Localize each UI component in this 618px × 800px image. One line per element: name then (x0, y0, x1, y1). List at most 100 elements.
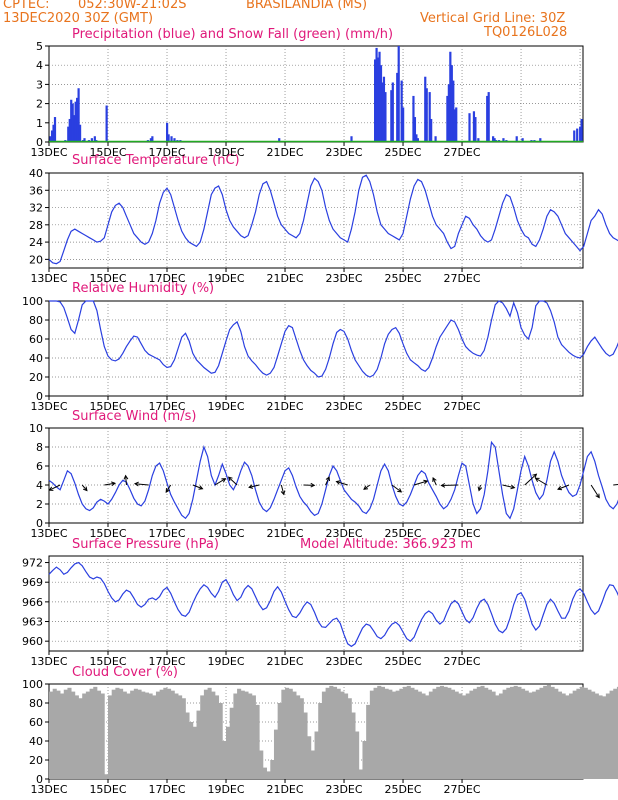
cloud-bar (369, 690, 374, 779)
cloud-bar (111, 689, 116, 779)
cloud-bar (616, 686, 618, 779)
temperature-ytick-label: 36 (29, 184, 43, 197)
precip-bar (151, 136, 154, 142)
cloud-bar (487, 689, 492, 779)
wind-arrow (502, 484, 515, 489)
precip-bar (376, 57, 380, 142)
precip-xtick-label: 17DEC (148, 146, 185, 159)
precip-bar (472, 111, 476, 142)
wind-arrow (413, 480, 428, 486)
wind-arrow-head (595, 493, 600, 499)
wind-arrow-head (198, 485, 204, 490)
wind-xtick-label: 25DEC (384, 527, 421, 540)
cloud-bar (580, 686, 585, 779)
pressure-xtick-label: 27DEC (443, 655, 480, 668)
precip-bar (382, 76, 386, 142)
precip-bar (449, 51, 452, 143)
pressure-ytick-label: 966 (22, 596, 43, 609)
precip-ytick-label: 4 (36, 59, 43, 72)
precip-bar (539, 138, 542, 142)
wind-arrow (613, 484, 618, 486)
cloud-bar (605, 693, 610, 779)
cloud-bar (458, 693, 463, 779)
cloud-bar (414, 689, 419, 779)
temperature-ytick-label: 24 (29, 236, 43, 249)
cloud-bar (454, 691, 459, 779)
wind-arrow (214, 478, 226, 486)
cloud-bar (480, 685, 485, 779)
cloud-bar (292, 691, 297, 779)
precip-xtick-label: 25DEC (384, 146, 421, 159)
header-run-code: TQ0126L028 (484, 25, 568, 40)
precip-bar (52, 124, 55, 142)
pressure-xtick-label: 19DEC (207, 655, 244, 668)
precip-bar (486, 95, 489, 142)
cloud-bar (406, 685, 411, 779)
precip-bar (428, 92, 431, 142)
precip-bar (425, 88, 428, 142)
cloud-bar (594, 693, 599, 779)
header-date: 13DEC2020 30Z (GMT) (3, 11, 154, 26)
precip-bar (70, 99, 73, 142)
humidity-ytick-label: 40 (29, 352, 43, 365)
cloud-bar (598, 695, 603, 779)
precip-bar (424, 76, 427, 142)
wind-arrow-head (534, 477, 540, 482)
cloud-bar (443, 686, 448, 779)
humidity-xtick-label: 23DEC (325, 400, 362, 413)
cloud-bar (347, 698, 352, 779)
cloud-xtick-label: 15DEC (89, 783, 126, 796)
cloud-bar (377, 685, 382, 779)
cloud-bar (340, 691, 345, 779)
wind-arrow (325, 476, 330, 486)
cloud-bar (185, 712, 190, 779)
cloud-bar (373, 687, 378, 779)
precip-bar (434, 136, 437, 142)
cloud-bar (85, 691, 90, 779)
temperature-xtick-label: 13DEC (30, 272, 67, 285)
cloud-ytick-label: 80 (29, 697, 43, 710)
cloud-bar (159, 689, 164, 779)
cloud-bar (144, 692, 149, 779)
precip-bar (391, 82, 394, 142)
temperature-series-line (48, 174, 618, 265)
cloud-bar (200, 695, 205, 779)
cloud-bar (270, 760, 275, 779)
cloud-bar (196, 710, 201, 779)
precip-bar (413, 117, 417, 142)
cloud-bar (133, 688, 138, 779)
precip-bar (416, 138, 419, 142)
wind-arrow-head (248, 484, 254, 489)
pressure-xtick-label: 13DEC (30, 655, 67, 668)
precip-bar (579, 126, 582, 142)
temperature-panel-title: Surface Temperature (nC) (72, 153, 240, 168)
cloud-bar (462, 695, 467, 779)
cloud-bar (100, 693, 105, 779)
cloud-bar (403, 686, 408, 779)
wind-arrow-head (397, 488, 403, 493)
pressure-ytick-label: 963 (22, 616, 43, 629)
cloud-bar (498, 693, 504, 779)
cloud-bar (572, 690, 577, 779)
cloud-bar (421, 693, 426, 779)
cloud-bar (71, 691, 76, 779)
humidity-xtick-label: 15DEC (89, 400, 126, 413)
precip-ytick-label: 3 (36, 78, 43, 91)
temperature-xtick-label: 27DEC (443, 272, 480, 285)
cloud-bar (288, 688, 293, 779)
cloud-bar (181, 698, 186, 779)
precip-bar (74, 101, 77, 142)
wind-arrow-head (510, 484, 516, 490)
cloud-bar (358, 769, 363, 779)
cloud-bar (155, 691, 161, 779)
cloud-bar (362, 741, 367, 779)
cloud-bar (119, 688, 124, 779)
precip-bar (384, 92, 387, 142)
cloud-bar (532, 691, 537, 779)
wind-ytick-label: 8 (36, 441, 43, 454)
cloud-bar (428, 691, 433, 779)
model-altitude-label: Model Altitude: 366.923 m (300, 537, 474, 552)
precip-bar (515, 136, 518, 142)
cloud-ytick-label: 20 (29, 754, 43, 767)
wind-arrow-head (440, 483, 446, 488)
